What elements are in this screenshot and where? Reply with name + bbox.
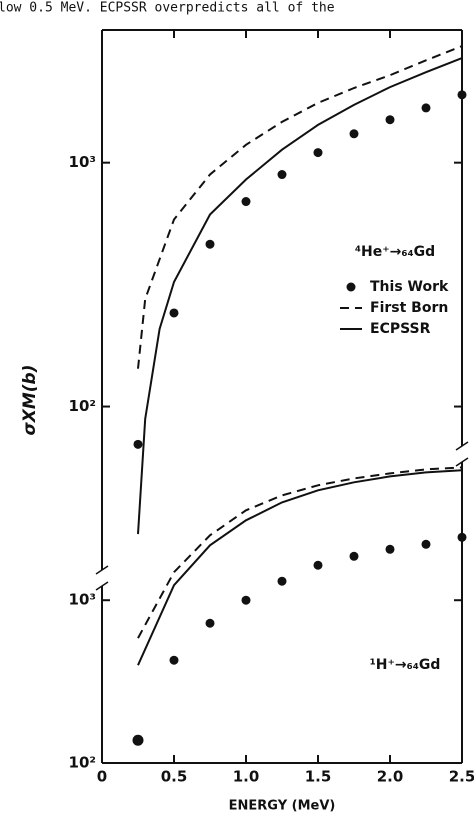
frame <box>95 29 469 764</box>
x-tick-label: 2.0 <box>377 768 404 786</box>
data-point <box>277 170 287 180</box>
y-tick-label: 10³ <box>69 153 96 171</box>
legend-marker <box>346 282 356 292</box>
y-tick-label: 10² <box>69 754 96 772</box>
line <box>137 466 463 639</box>
x-axis-label: ENERGY (MeV) <box>229 799 336 814</box>
legend-label: First Born <box>370 300 448 316</box>
data-point <box>313 148 323 158</box>
header-text: low 0.5 MeV. ECPSSR overpredicts all of … <box>0 1 335 16</box>
annotation: ⁴He⁺→₆₄Gd <box>355 244 435 260</box>
y-tick-label: 10³ <box>69 591 96 609</box>
data-point <box>349 551 359 561</box>
data-point <box>277 576 287 586</box>
y-axis-label: σXM(b) <box>20 365 40 436</box>
line <box>137 45 463 369</box>
data-point <box>457 90 467 100</box>
data-point <box>421 103 431 113</box>
x-tick-label: 2.5 <box>449 768 474 786</box>
line <box>137 469 463 666</box>
x-tick-label: 1.5 <box>305 768 332 786</box>
data-point <box>205 618 215 628</box>
data-point <box>457 532 467 542</box>
data-point <box>132 734 144 746</box>
data-point <box>133 439 143 449</box>
annotation: ¹H⁺→₆₄Gd <box>370 657 441 673</box>
data-point <box>385 115 395 125</box>
legend-label: This Work <box>370 279 449 295</box>
data-point <box>349 129 359 139</box>
data-point <box>385 544 395 554</box>
x-tick-label: 0 <box>97 768 107 786</box>
data-point <box>169 655 179 665</box>
x-tick-label: 1.0 <box>233 768 260 786</box>
data-point <box>205 239 215 249</box>
data-point <box>241 595 251 605</box>
data-point <box>169 308 179 318</box>
data-point <box>313 560 323 570</box>
data-point <box>421 539 431 549</box>
data-point <box>241 197 251 207</box>
legend-label: ECPSSR <box>370 321 431 337</box>
x-tick-label: 0.5 <box>161 768 188 786</box>
line <box>137 57 463 535</box>
y-tick-label: 10² <box>69 397 96 415</box>
